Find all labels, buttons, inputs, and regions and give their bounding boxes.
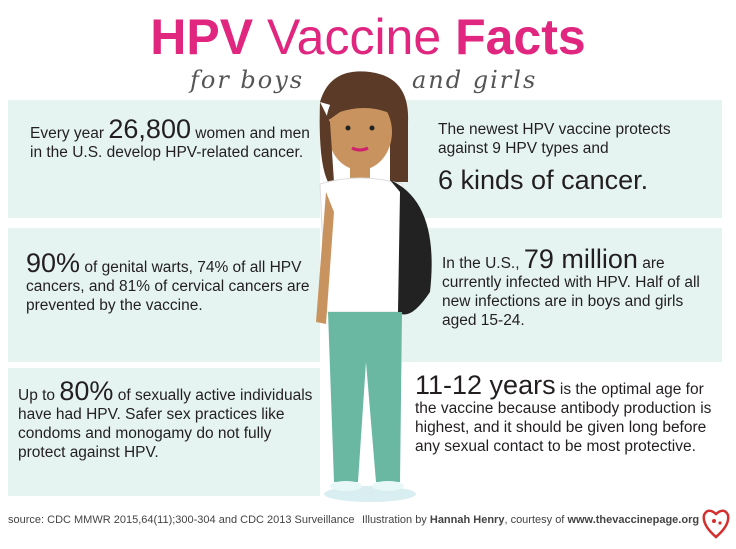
credit: Illustration by Hannah Henry, courtesy o… bbox=[362, 514, 699, 526]
fact-text: Up to bbox=[18, 387, 60, 404]
fact-text: In the U.S., bbox=[442, 255, 524, 272]
fact: Up to 80% of sexually active individuals… bbox=[18, 378, 313, 462]
title-part: Vaccine bbox=[267, 9, 442, 65]
title-part: HPV bbox=[150, 9, 254, 65]
fact: 90% of genital warts, 74% of all HPV can… bbox=[26, 250, 321, 315]
subtitle: and girls bbox=[412, 66, 538, 94]
fact-highlight: 11-12 years bbox=[415, 370, 556, 400]
logo bbox=[702, 509, 730, 539]
title: HPV Vaccine Facts bbox=[0, 8, 736, 66]
fact: The newest HPV vaccine protects against … bbox=[438, 120, 718, 202]
fact-text: is the optimal age for the vaccine becau… bbox=[415, 381, 712, 455]
fact-text: of sexually active individuals have had … bbox=[18, 387, 313, 461]
fact-highlight: 90% bbox=[26, 248, 81, 278]
fact-box bbox=[398, 228, 722, 362]
fact-box bbox=[8, 100, 320, 218]
subtitle: for boys bbox=[190, 66, 305, 94]
fact-text: of genital warts, 74% of all HPV cancers… bbox=[26, 259, 310, 314]
fact-box bbox=[8, 228, 320, 362]
fact-highlight: 26,800 bbox=[108, 114, 191, 144]
title-part: Facts bbox=[455, 9, 586, 65]
fact: 11-12 years is the optimal age for the v… bbox=[415, 372, 720, 456]
fact-text: women and men in the U.S. develop HPV-re… bbox=[30, 125, 310, 161]
credit-text: Illustration by bbox=[362, 514, 430, 526]
fact-text: Every year bbox=[30, 125, 109, 142]
source: source: CDC MMWR 2015,64(11);300-304 and… bbox=[8, 514, 355, 526]
website: www.thevaccinepage.org bbox=[567, 514, 700, 526]
fact-box bbox=[8, 368, 320, 496]
illustration bbox=[316, 71, 432, 502]
fact-highlight: 79 million bbox=[523, 244, 638, 274]
fact-text: are currently infected with HPV. Half of… bbox=[442, 255, 700, 329]
fact-highlight: 6 kinds of cancer. bbox=[438, 165, 649, 195]
fact: In the U.S., 79 million are currently in… bbox=[442, 246, 717, 330]
fact-box bbox=[398, 100, 722, 218]
fact: Every year 26,800 women and men in the U… bbox=[30, 116, 320, 162]
illustrator: Hannah Henry bbox=[429, 514, 505, 526]
fact-text: The newest HPV vaccine protects against … bbox=[438, 121, 671, 157]
fact-highlight: 80% bbox=[59, 376, 114, 406]
credit-text: , courtesy of bbox=[504, 514, 568, 526]
